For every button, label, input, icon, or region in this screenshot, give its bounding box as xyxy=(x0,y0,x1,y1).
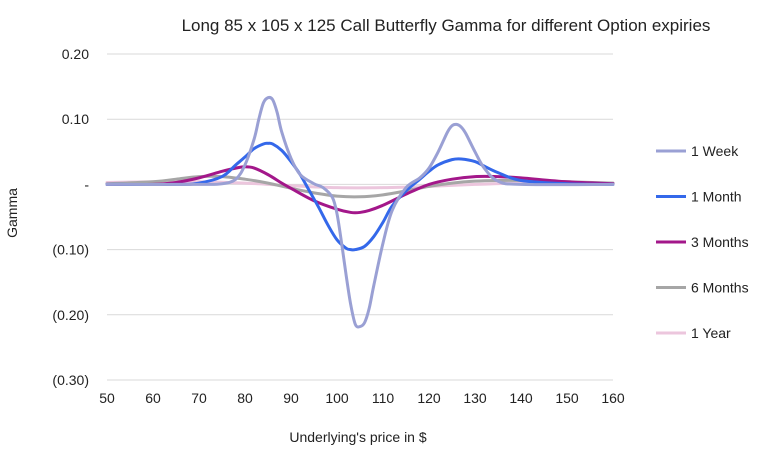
y-axis-tick-labels: 0.20 0.10 - (0.10) (0.20) (0.30) xyxy=(52,46,89,388)
y-tick-label: (0.30) xyxy=(52,372,89,388)
x-axis-label: Underlying's price in $ xyxy=(289,429,427,445)
x-tick-label: 50 xyxy=(99,390,115,406)
x-tick-label: 70 xyxy=(191,390,207,406)
x-tick-label: 150 xyxy=(555,390,579,406)
legend-label: 1 Year xyxy=(691,325,731,341)
series-line-0 xyxy=(105,95,615,329)
chart-title: Long 85 x 105 x 125 Call Butterfly Gamma… xyxy=(182,16,711,35)
x-tick-label: 80 xyxy=(237,390,253,406)
x-tick-label: 90 xyxy=(283,390,299,406)
x-tick-label: 60 xyxy=(145,390,161,406)
legend: 1 Week 1 Month 3 Months 6 Months 1 Year xyxy=(656,143,749,341)
y-tick-label: (0.10) xyxy=(52,242,89,258)
y-tick-label: 0.10 xyxy=(62,111,89,127)
x-tick-label: 140 xyxy=(509,390,533,406)
y-tick-label: - xyxy=(84,176,89,192)
y-axis-label: Gamma xyxy=(4,188,20,238)
series-lines xyxy=(105,95,615,329)
x-tick-label: 110 xyxy=(372,390,395,406)
x-tick-label: 120 xyxy=(417,390,441,406)
legend-label: 1 Month xyxy=(691,189,742,205)
x-axis-tick-labels: 50 60 70 80 90 100 110 120 130 140 150 160 xyxy=(99,390,625,406)
legend-label: 3 Months xyxy=(691,234,749,250)
series-line-1 xyxy=(105,141,615,252)
gridlines xyxy=(107,53,613,381)
series-line-2 xyxy=(105,165,615,215)
x-tick-label: 130 xyxy=(463,390,487,406)
x-tick-label: 100 xyxy=(325,390,349,406)
legend-label: 1 Week xyxy=(691,143,739,159)
legend-label: 6 Months xyxy=(691,280,749,296)
y-tick-label: (0.20) xyxy=(52,307,89,323)
y-tick-label: 0.20 xyxy=(62,46,89,62)
x-tick-label: 160 xyxy=(601,390,625,406)
